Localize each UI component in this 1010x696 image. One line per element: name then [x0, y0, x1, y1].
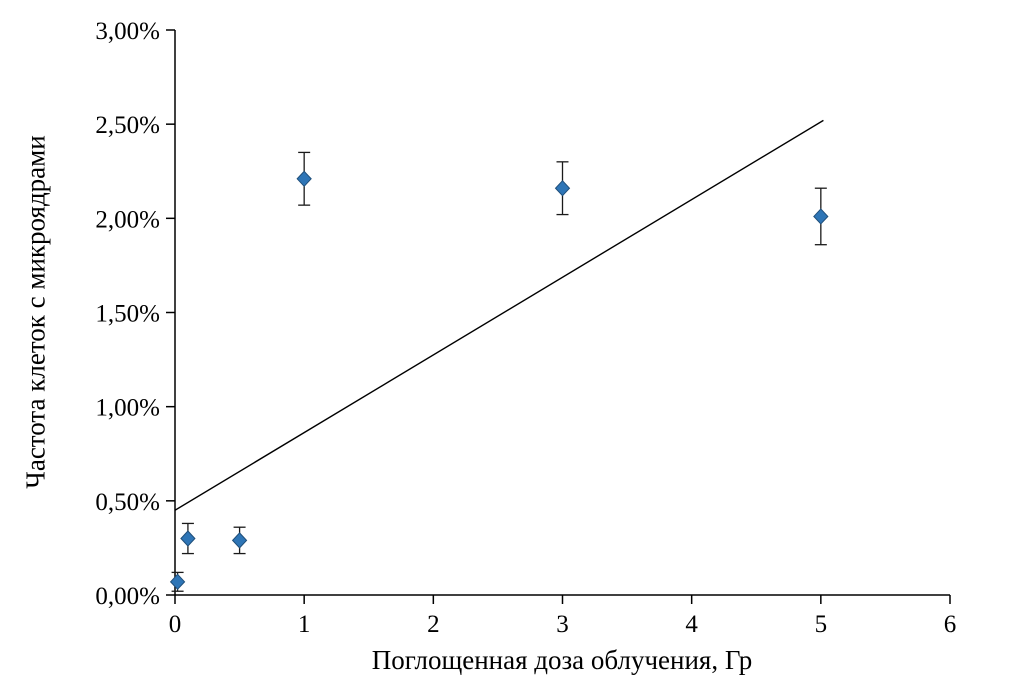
y-tick-label: 2,50% — [95, 112, 160, 139]
x-tick-label: 3 — [556, 611, 569, 638]
y-tick-label: 1,00% — [95, 395, 160, 422]
data-point-marker — [180, 530, 196, 547]
data-point-marker — [231, 532, 248, 549]
y-tick-label: 0,50% — [95, 489, 160, 516]
y-tick-label: 0,00% — [95, 583, 160, 610]
x-tick-label: 6 — [944, 611, 957, 638]
x-tick-label: 1 — [298, 611, 311, 638]
y-tick-label: 2,00% — [95, 206, 160, 233]
data-point-marker — [813, 208, 829, 225]
y-axis-title: Частота клеток с микроядрами — [20, 135, 51, 489]
data-point-marker — [554, 179, 571, 197]
y-tick-label: 1,50% — [95, 301, 160, 328]
x-axis-title: Поглощенная доза облучения, Гр — [371, 645, 753, 675]
trend-line — [174, 119, 824, 511]
y-tick-label: 3,00% — [95, 18, 160, 45]
data-point-marker — [169, 573, 186, 591]
x-tick-label: 2 — [427, 611, 440, 638]
x-tick-label: 0 — [169, 611, 182, 638]
x-tick-label: 5 — [815, 611, 828, 638]
x-tick-label: 4 — [685, 611, 698, 638]
data-point-marker — [296, 170, 312, 188]
